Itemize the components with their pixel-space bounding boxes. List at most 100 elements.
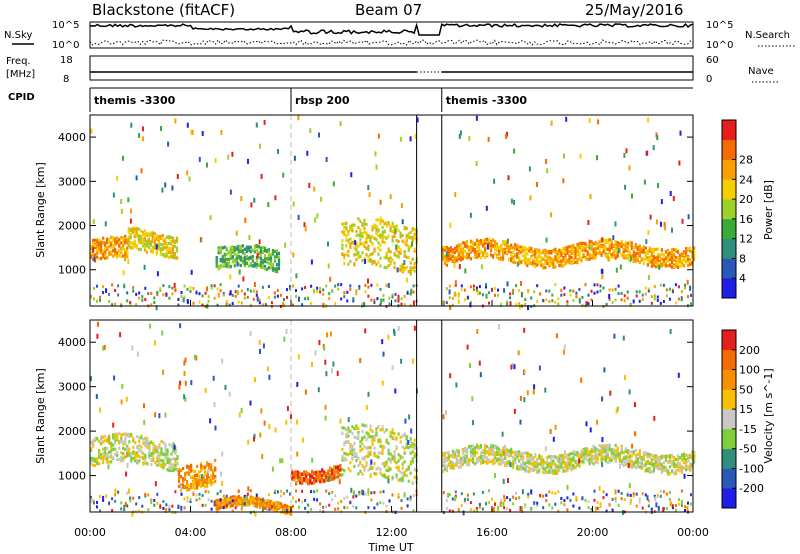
scatter-cell [506, 251, 509, 256]
scatter-cell [190, 482, 193, 486]
scatter-cell [114, 289, 117, 292]
scatter-cell [305, 473, 308, 478]
scatter-cell [689, 249, 692, 253]
scatter-cell [397, 297, 400, 303]
scatter-cell [500, 248, 503, 253]
scatter-cell [642, 248, 645, 252]
scatter-cell [393, 457, 396, 461]
scatter-cell [656, 466, 659, 471]
scatter-cell [116, 436, 119, 440]
scatter-cell [154, 461, 157, 465]
scatter-cell [473, 250, 477, 254]
scatter-cell [90, 447, 93, 451]
scatter-cell [263, 259, 267, 264]
scatter-cell [562, 251, 565, 255]
scatter-cell [138, 436, 141, 440]
scatter-cell [610, 458, 613, 462]
scatter-cell [614, 443, 617, 448]
scatter-cell [170, 444, 173, 448]
scatter-cell [608, 448, 611, 452]
scatter-cell [572, 465, 575, 469]
scatter-cell [138, 443, 141, 448]
scatter-cell [685, 464, 688, 468]
scatter-cell [652, 465, 655, 469]
scatter-cell [245, 256, 248, 260]
scatter-cell [647, 287, 650, 291]
scatter-cell [375, 472, 378, 476]
scatter-cell [127, 230, 130, 234]
scatter-cell [592, 256, 595, 260]
scatter-cell [520, 250, 523, 254]
scatter-cell [122, 246, 125, 251]
scatter-cell [341, 230, 344, 234]
scatter-cell [375, 238, 378, 242]
scatter-cell [237, 246, 240, 250]
scatter-cell [249, 289, 252, 293]
scatter-cell [564, 256, 567, 260]
scatter-cell [158, 454, 161, 458]
scatter-cell [353, 441, 356, 446]
scatter-cell [267, 296, 270, 300]
scatter-cell [163, 246, 167, 250]
scatter-cell [403, 303, 406, 306]
scatter-cell [510, 257, 513, 261]
scatter-cell [136, 434, 139, 439]
scatter-cell [98, 257, 101, 261]
scatter-cell [206, 481, 209, 486]
scatter-cell [166, 452, 169, 456]
scatter-cell [381, 230, 384, 234]
scatter-cell [340, 283, 343, 287]
scatter-cell [116, 255, 119, 259]
scatter-cell [359, 234, 362, 238]
scatter-cell [556, 257, 559, 261]
scatter-cell [508, 449, 511, 453]
scatter-cell [381, 444, 384, 448]
scatter-cell [192, 286, 195, 290]
scatter-cell [496, 247, 499, 251]
scatter-cell [357, 456, 360, 460]
scatter-cell [580, 453, 583, 457]
scatter-cell [690, 302, 692, 306]
scatter-cell [349, 446, 352, 450]
scatter-cell [630, 241, 633, 245]
scatter-cell [560, 293, 563, 297]
scatter-cell [152, 447, 155, 451]
scatter-cell [387, 475, 390, 479]
scatter-cell [568, 466, 571, 470]
scatter-cell [112, 436, 115, 440]
scatter-cell [520, 467, 523, 471]
scatter-cell [255, 259, 258, 263]
scatter-cell [265, 259, 269, 263]
scatter-cell [445, 259, 448, 263]
scatter-cell [658, 257, 661, 261]
scatter-cell [685, 251, 688, 255]
scatter-cell [664, 261, 668, 265]
scatter-cell [594, 240, 597, 244]
scatter-cell [682, 454, 686, 458]
scatter-cell [379, 471, 382, 475]
scatter-cell [447, 457, 450, 462]
scatter-cell [590, 245, 593, 251]
scatter-cell [102, 236, 105, 240]
scatter-cell [397, 453, 400, 457]
scatter-cell [196, 473, 199, 477]
scatter-cell [399, 435, 402, 439]
scatter-cell [306, 150, 309, 156]
scatter-cell [685, 249, 688, 253]
scatter-cell [459, 130, 462, 136]
scatter-cell [255, 502, 258, 506]
scatter-cell [186, 488, 189, 492]
scatter-cell [546, 255, 549, 259]
scatter-cell [636, 461, 639, 465]
scatter-cell [141, 233, 144, 237]
scatter-cell [190, 475, 193, 479]
scatter-cell [477, 239, 481, 244]
scatter-cell [215, 256, 218, 260]
scatter-cell [210, 286, 213, 290]
scatter-cell [337, 467, 340, 471]
scatter-cell [99, 298, 101, 302]
scatter-cell [455, 249, 458, 253]
scatter-cell [217, 251, 220, 255]
scatter-cell [169, 235, 173, 239]
scatter-cell [361, 472, 364, 476]
